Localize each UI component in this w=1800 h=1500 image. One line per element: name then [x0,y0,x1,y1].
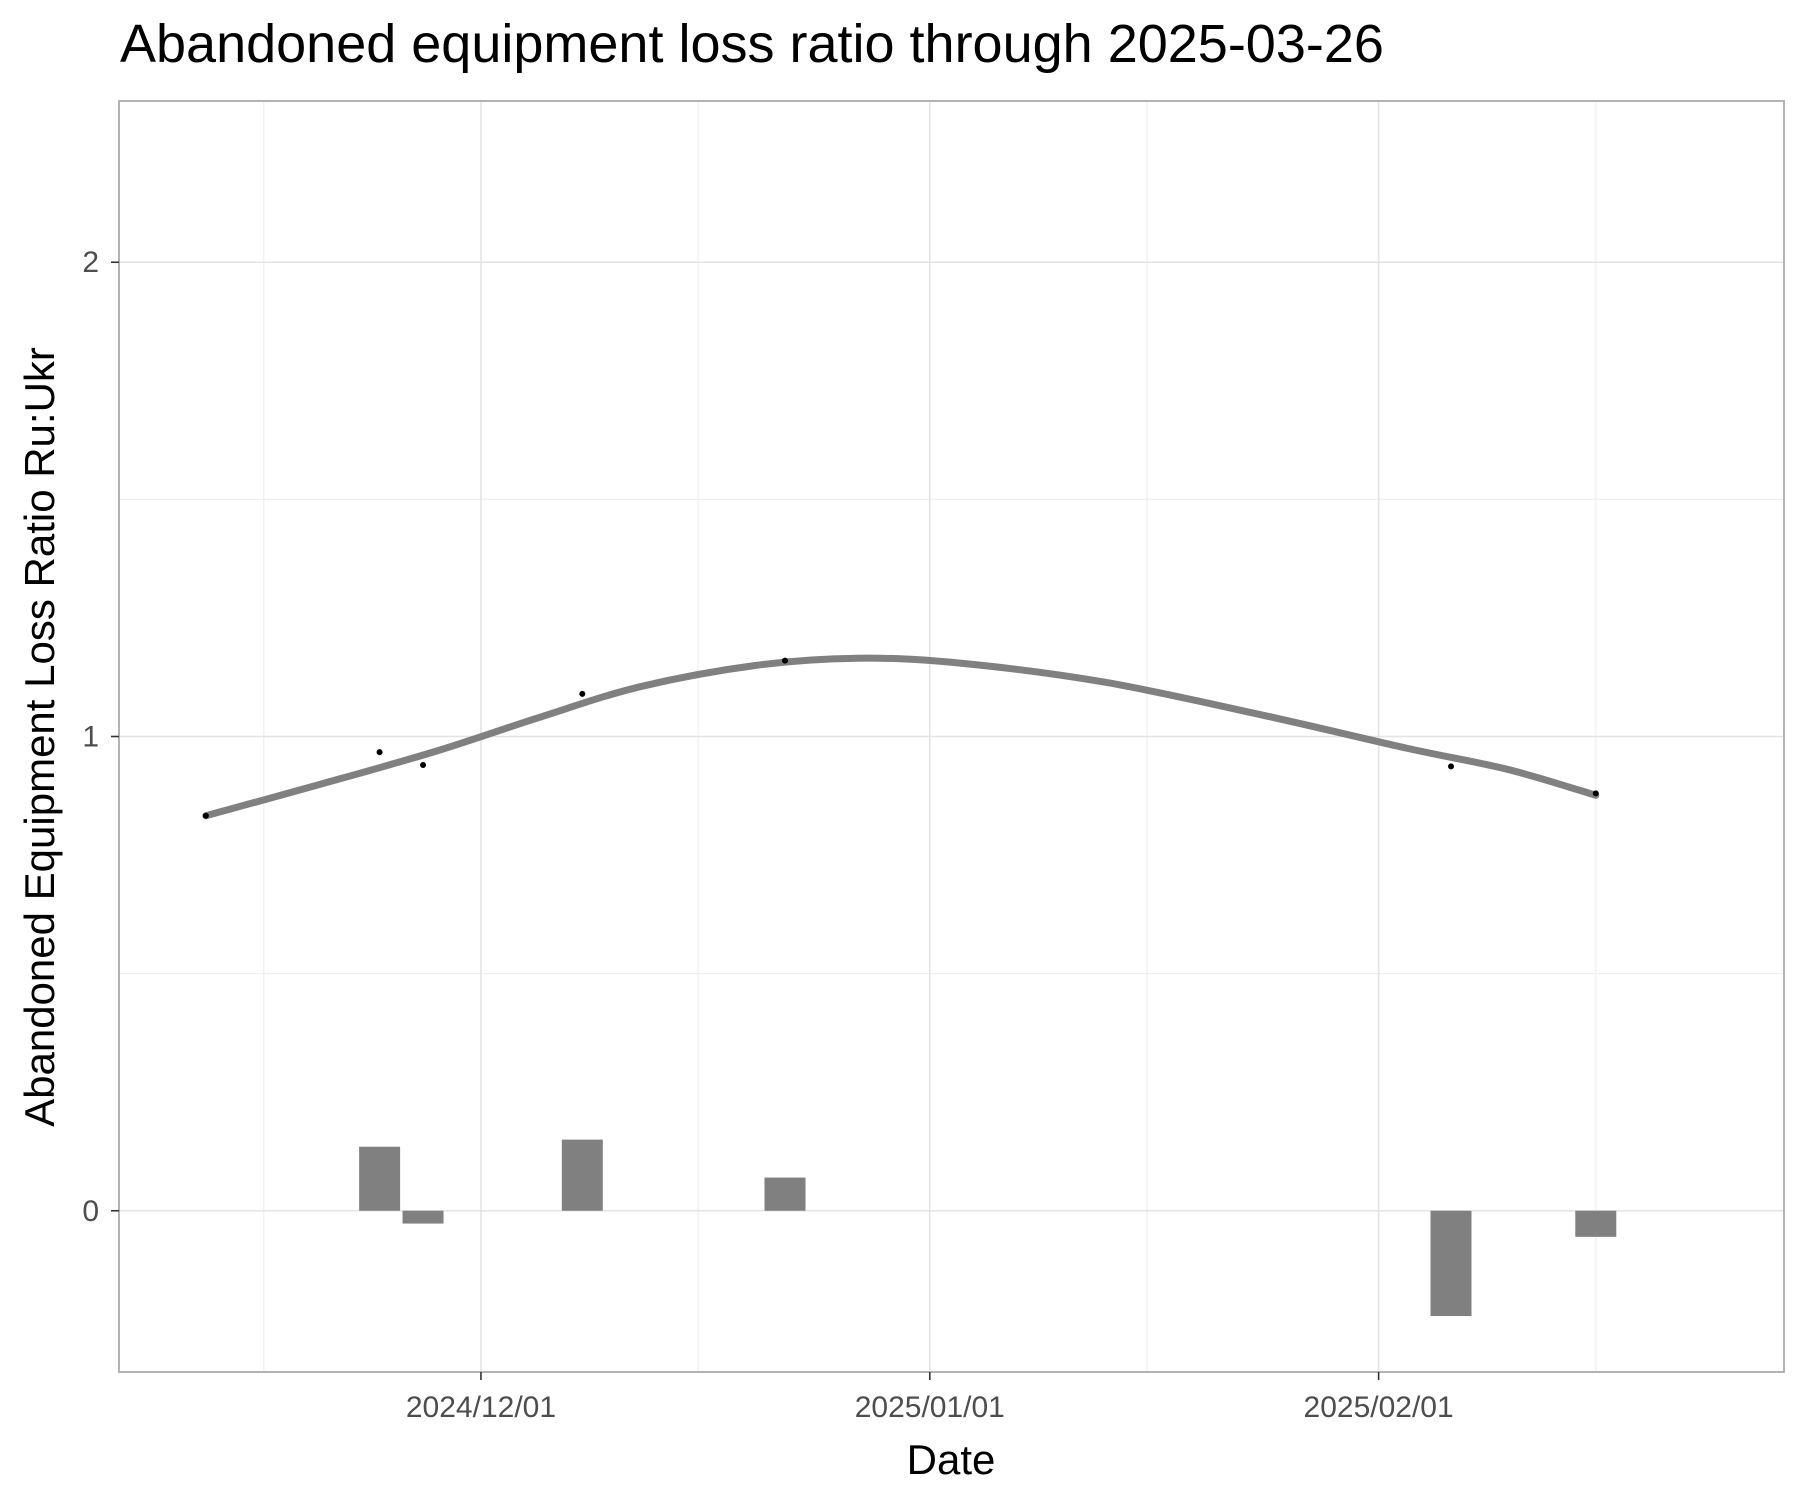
y-axis-ticks: 0 1 2 [82,246,119,1228]
x-axis-ticks: 2024/12/01 2025/01/01 2025/02/01 [406,1372,1454,1424]
x-tick-label: 2024/12/01 [406,1391,556,1424]
x-axis-title: Date [907,1436,996,1483]
y-tick-label: 1 [82,721,99,754]
data-point [202,812,209,819]
data-point [579,690,586,697]
bar [1430,1210,1472,1317]
y-tick-label: 0 [82,1195,99,1228]
data-point [1448,763,1454,770]
y-axis-title: Abandoned Equipment Loss Ratio Ru:Ukr [16,347,63,1127]
point-series [202,657,1599,819]
data-point [1592,790,1599,797]
bar-series [359,1139,1617,1317]
smooth-line [202,654,1600,820]
chart-title: Abandoned equipment loss ratio through 2… [120,14,1384,74]
y-tick-label: 2 [82,246,99,279]
bar [402,1210,444,1224]
smooth-line-series [202,654,1600,820]
data-point [420,761,427,768]
x-tick-label: 2025/01/01 [855,1391,1005,1424]
data-point [376,749,383,756]
bar [561,1139,603,1211]
bar [359,1146,401,1211]
bar [764,1177,806,1211]
bar [1575,1210,1617,1237]
data-point [782,657,788,664]
x-tick-label: 2025/02/01 [1304,1391,1454,1424]
